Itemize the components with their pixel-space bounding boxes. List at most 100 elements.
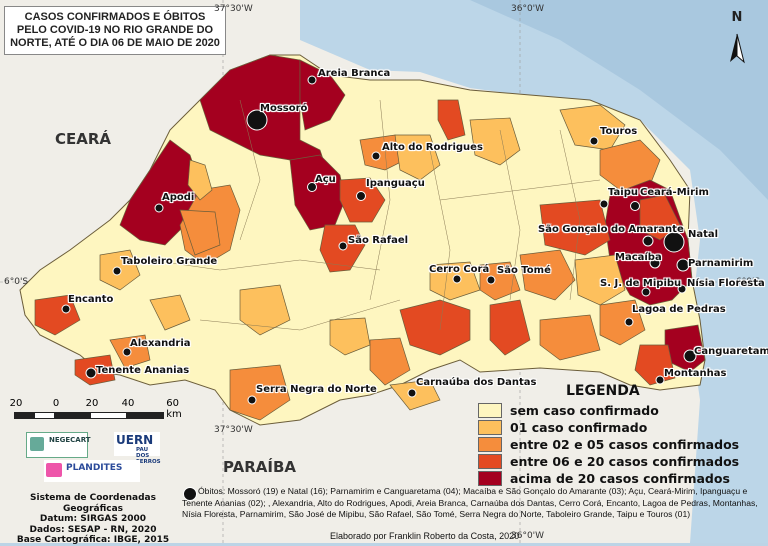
dot-areia-branca [307,75,317,85]
city-label-tenente: Tenente Ananias [96,365,190,376]
dot-mossoro [246,109,268,131]
city-label-natal: Natal [688,229,719,240]
dot-natal [663,231,685,253]
scale-tick-3: 40 [121,398,135,409]
state-label-paraiba: PARAÍBA [223,458,297,476]
dot-taipu [599,199,609,209]
coord-lon-top-left: 37°30'W [214,4,253,14]
dot-parnamirim [676,258,690,272]
dot-touros [589,136,599,146]
dot-carnauba [407,388,417,398]
coord-lat-right: 6°0'S [736,277,761,287]
negecart-logo: NEGECART [26,432,91,458]
legend-item-1: 01 caso confirmado [478,419,647,435]
meta-line-2: Datum: SIRGAS 2000 [39,514,147,524]
obitos-symbol [183,487,197,501]
city-label-nisia: Nísia Floresta [687,278,765,289]
map-title: CASOS CONFIRMADOS E ÓBITOS PELO COVID-19… [4,6,226,55]
dot-acu [307,182,317,192]
city-label-taipu: Taipu [608,187,638,198]
scale-tick-0: 20 [9,398,23,409]
coord-lat-left: 6°0'S [4,277,29,287]
city-label-sao-rafael: São Rafael [348,235,409,246]
dot-ipanguacu [356,191,366,201]
uern-logo: UERN PAU DOS FERROS [114,432,161,465]
obitos-text: Óbitos: Mossoró (19) e Natal (16); Parna… [182,486,758,519]
legend-label-0: sem caso confirmado [510,402,659,418]
city-label-mossoro: Mossoró [260,103,308,114]
author-credit: Elaborado por Franklin Roberto da Costa,… [330,531,520,541]
dot-lagoa-pedras [624,317,634,327]
coord-lon-bottom-right: 36°0'W [511,531,545,541]
legend-item-4: acima de 20 casos confirmados [478,470,730,486]
legend-item-2: entre 02 e 05 casos confirmados [478,436,739,452]
city-label-serra-negra: Serra Negra do Norte [256,384,377,395]
scale-bar: 20 0 20 40 60 km [8,398,188,428]
coord-lon-bottom-left: 37°30'W [214,425,253,435]
legend-swatch-3 [478,453,502,469]
city-label-touros: Touros [600,126,638,137]
dot-cerro-cora [452,274,462,284]
legend-label-2: entre 02 e 05 casos confirmados [510,436,740,452]
legend-item-0: sem caso confirmado [478,402,659,418]
coord-lon-top-right: 36°0'W [511,4,545,14]
dot-ceara-mirim [630,201,640,211]
legend-swatch-4 [478,470,502,486]
city-label-lagoa-pedras: Lagoa de Pedras [632,304,726,315]
state-label-ceara: CEARÁ [55,130,112,148]
city-label-ceara-mirim: Ceará-Mirim [640,187,709,198]
city-label-sao-goncalo: São Gonçalo do Amarante [538,224,684,235]
meta-line-1: Sistema de Coordenadas Geográficas [30,493,156,514]
dot-alexandria [122,347,132,357]
legend-label-4: acima de 20 casos confirmados [510,470,730,486]
dot-sao-tome [486,275,496,285]
city-label-sao-tome: São Tomé [497,265,551,276]
north-label: N [731,10,743,25]
legend-title: LEGENDA [566,383,640,399]
city-label-parnamirim: Parnamirim [688,258,754,269]
scale-tick-1: 0 [52,398,60,409]
legend-swatch-1 [478,419,502,435]
city-label-apodi: Apodi [162,192,195,203]
dot-nisia [677,284,687,294]
legend-label-1: 01 caso confirmado [510,419,648,435]
city-label-acu: Açu [315,174,336,185]
city-label-taboleiro: Taboleiro Grande [121,256,218,267]
city-label-areia-branca: Areia Branca [318,68,391,79]
dot-macaiba [649,257,661,269]
dot-sj-mipibu [641,287,651,297]
city-label-alto-rodrigues: Alto do Rodrigues [382,142,483,153]
dot-canguaretama [683,349,697,363]
dot-taboleiro [112,266,122,276]
scale-tick-2: 20 [85,398,99,409]
dot-sao-goncalo [642,235,654,247]
dot-sao-rafael [338,241,348,251]
legend-swatch-2 [478,436,502,452]
dot-tenente [85,367,97,379]
dot-encanto [61,304,71,314]
city-label-encanto: Encanto [68,294,114,305]
legend-item-3: entre 06 e 20 casos confirmados [478,453,739,469]
city-label-montanhas: Montanhas [664,368,727,379]
city-label-sj-mipibu: S. J. de Mipibu [600,278,682,289]
ocean-deep [470,0,768,200]
north-arrow: N [722,10,752,68]
city-label-macaiba: Macaíba [615,252,662,263]
city-label-canguaretama: Canguaretama [694,346,768,357]
plandites-logo: PLANDITES [44,460,140,482]
city-label-carnauba: Carnaúba dos Dantas [416,377,537,388]
scale-tick-4: 60 km [166,398,182,420]
meta-line-3: Dados: SESAP - RN, 2020 [29,524,157,535]
city-label-ipanguacu: Ipanguaçu [366,178,425,189]
obitos-note: Óbitos: Mossoró (19) e Natal (16); Parna… [182,486,764,521]
legend-label-3: entre 06 e 20 casos confirmados [510,453,740,469]
logos: NEGECART UERN PAU DOS FERROS PLANDITES [20,430,180,490]
city-label-alexandria: Alexandria [130,338,191,349]
region-acu [289,154,346,231]
dot-alto-rodrigues [371,151,381,161]
dot-serra-negra [247,395,257,405]
legend-swatch-0 [478,402,502,418]
meta-line-4: Base Cartográfica: IBGE, 2015 [16,535,170,545]
dot-montanhas [655,375,665,385]
dot-apodi [154,203,164,213]
